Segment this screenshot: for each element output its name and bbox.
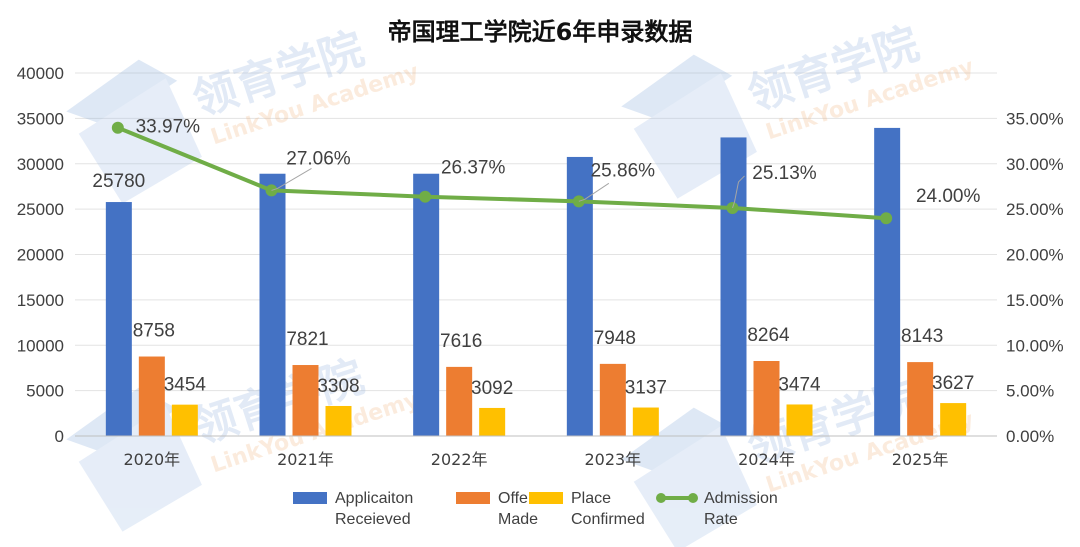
x-tick-label: 2023年 <box>584 450 641 469</box>
axes: 0 5000 10000 15000 20000 25000 30000 35000 40000… <box>17 64 1064 469</box>
bar <box>753 361 780 436</box>
y2-tick-label: 25.00% <box>1006 200 1064 219</box>
line-point <box>880 212 893 225</box>
bar <box>171 404 198 436</box>
line-point <box>111 121 124 134</box>
x-tick-label: 2022年 <box>431 450 488 469</box>
y-tick-label: 5000 <box>26 382 64 401</box>
bar-data-label: 3454 <box>164 375 207 396</box>
bar-data-label: 3474 <box>778 374 821 395</box>
bar <box>786 404 813 436</box>
watermark-logo-icon <box>78 406 202 532</box>
watermark-logo-icon <box>621 407 733 475</box>
legend-label: Receieved <box>335 511 411 528</box>
gridlines <box>75 72 997 392</box>
x-tick-label: 2020年 <box>123 450 180 469</box>
watermark-logo-icon <box>66 59 178 127</box>
bar-data-label: 7948 <box>594 328 636 349</box>
y-tick-label: 0 <box>55 427 64 446</box>
y2-tick-label: 5.00% <box>1006 382 1054 401</box>
bar-data-label: 7616 <box>440 331 482 352</box>
legend-label: Made <box>498 511 538 528</box>
legend: ApplicaitonReceievedOffersMadePlaceConfi… <box>293 490 778 528</box>
bar <box>413 173 440 437</box>
bar <box>446 366 473 436</box>
bar-data-label: 8264 <box>747 325 790 346</box>
y-tick-label: 15000 <box>17 291 64 310</box>
y-tick-label: 40000 <box>17 64 64 83</box>
label-leader-line <box>732 175 745 209</box>
bar <box>259 173 286 437</box>
y2-tick-label: 35.00% <box>1006 109 1064 128</box>
x-tick-label: 2021年 <box>277 450 334 469</box>
line-data-label: 25.86% <box>591 160 656 181</box>
legend-label: Place <box>571 490 611 507</box>
legend-swatch <box>529 492 563 504</box>
x-tick-label: 2025年 <box>892 450 949 469</box>
y2-tick-label: 30.00% <box>1006 155 1064 174</box>
y2-tick-label: 0.00% <box>1006 427 1054 446</box>
chart-title: 帝国理工学院近6年申录数据 <box>388 18 693 46</box>
admission-rate-line <box>117 125 887 221</box>
bar <box>292 365 319 436</box>
legend-label: Confirmed <box>571 511 645 528</box>
line-data-label: 24.00% <box>916 186 981 207</box>
watermark-logo-icon <box>78 78 202 204</box>
y-tick-label: 10000 <box>17 336 64 355</box>
watermark-logo-icon <box>621 54 733 122</box>
bar <box>105 202 132 436</box>
legend-label: Rate <box>704 511 738 528</box>
y-tick-label: 30000 <box>17 155 64 174</box>
bar <box>325 405 352 436</box>
bar <box>599 363 626 436</box>
bar <box>479 407 506 436</box>
bar-data-label: 8143 <box>901 326 943 347</box>
line-data-label: 33.97% <box>136 117 201 138</box>
y-tick-label: 35000 <box>17 109 64 128</box>
bar-data-label: 3092 <box>471 378 513 399</box>
bar-data-label: 8758 <box>133 321 175 342</box>
legend-line-marker <box>656 493 666 503</box>
y2-tick-label: 15.00% <box>1006 291 1064 310</box>
data-labels: 25780 8758 7821 7616 7948 8264 8143 3454 3308 309… <box>92 117 980 399</box>
bar <box>940 403 967 436</box>
legend-line-marker <box>688 493 698 503</box>
bar-data-label: 3137 <box>625 378 667 399</box>
bar-series <box>105 127 967 437</box>
bar <box>874 127 901 436</box>
y-tick-label: 25000 <box>17 200 64 219</box>
bar <box>632 407 659 436</box>
bar <box>720 137 747 436</box>
label-leader-line <box>578 182 610 202</box>
label-leader-line <box>271 167 312 191</box>
y2-tick-label: 10.00% <box>1006 336 1064 355</box>
bar-data-label: 7821 <box>286 329 328 350</box>
legend-swatch <box>293 492 327 504</box>
line-data-label: 26.37% <box>441 158 506 179</box>
y2-tick-label: 20.00% <box>1006 246 1064 265</box>
bar-data-label: 25780 <box>92 171 145 192</box>
line-data-label: 27.06% <box>286 148 351 169</box>
legend-label: Applicaiton <box>335 490 413 507</box>
legend-label: Admission <box>704 490 778 507</box>
legend-swatch <box>456 492 490 504</box>
bar-data-label: 3308 <box>317 376 359 397</box>
x-tick-label: 2024年 <box>738 450 795 469</box>
bar <box>138 356 165 436</box>
bar <box>907 362 934 436</box>
line-point <box>419 190 432 203</box>
bar-data-label: 3627 <box>932 373 974 394</box>
y-tick-label: 20000 <box>17 246 64 265</box>
line-data-label: 25.13% <box>752 163 817 184</box>
watermark-logo-icon <box>633 426 757 547</box>
